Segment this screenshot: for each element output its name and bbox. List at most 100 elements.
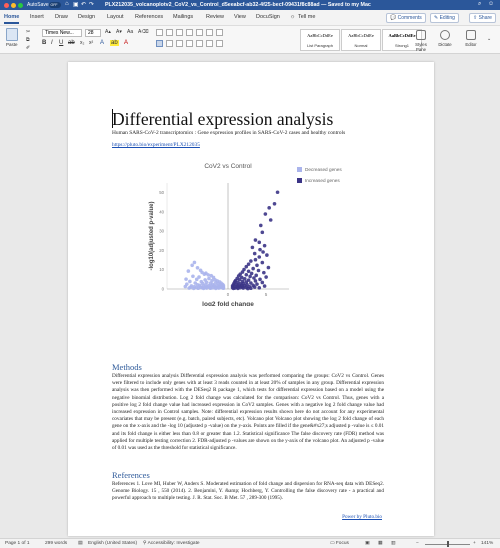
underline-icon[interactable]: U <box>59 40 64 46</box>
dictate-button[interactable]: Dictate <box>434 30 456 47</box>
show-formatting-icon[interactable] <box>216 29 223 36</box>
justify-icon[interactable] <box>186 40 193 47</box>
change-case-icon[interactable]: Aa <box>127 29 134 35</box>
increased-gene-point <box>260 230 265 235</box>
y-axis-label: -log10(adjusted p-value) <box>149 201 155 270</box>
redo-icon[interactable]: ↷ <box>89 2 95 8</box>
decreased-gene-point <box>191 286 196 291</box>
read-mode-icon[interactable]: ▣ <box>365 541 370 546</box>
clear-format-icon[interactable]: A⌫ <box>138 29 149 35</box>
accessibility-status[interactable]: ⚲ Accessibility: Investigate <box>143 541 200 546</box>
chevron-down-icon[interactable]: ⌄ <box>487 36 492 42</box>
zoom-window-button[interactable] <box>18 2 23 8</box>
focus-button[interactable]: ▭ Focus <box>330 541 349 546</box>
shading-icon[interactable] <box>206 40 213 47</box>
undo-icon[interactable]: ↶ <box>81 2 87 8</box>
increased-gene-point <box>262 284 267 288</box>
decreased-gene-point <box>188 279 192 284</box>
save-icon[interactable]: ▣ <box>73 2 79 8</box>
comments-button[interactable]: 💬 Comments <box>386 13 426 23</box>
style-strong1[interactable]: AaBbCcDdEe Strong1 <box>382 29 422 51</box>
word-count[interactable]: 299 words <box>45 541 68 546</box>
font-size-select[interactable]: 28 <box>85 29 101 37</box>
document-page[interactable]: Differential expression analysis Human S… <box>68 62 434 536</box>
text-effects-icon[interactable]: A <box>100 40 105 46</box>
subscript-icon[interactable]: x₂ <box>80 40 85 46</box>
zoom-in-icon[interactable]: + <box>473 541 476 546</box>
tab-draw[interactable]: Draw <box>55 14 68 20</box>
editing-button[interactable]: ✎ Editing <box>430 13 459 23</box>
zoom-slider-thumb[interactable] <box>447 541 449 547</box>
search-icon[interactable]: ⌕ <box>478 1 482 7</box>
grow-font-icon[interactable]: A▴ <box>105 29 111 35</box>
line-spacing-icon[interactable] <box>196 40 203 47</box>
zoom-level[interactable]: 141% <box>481 541 494 546</box>
style-normal[interactable]: AaBbCcDdEe Normal <box>341 29 381 51</box>
strikethrough-icon[interactable]: ab <box>68 40 75 46</box>
sort-icon[interactable] <box>206 29 213 36</box>
references-heading: References <box>112 470 150 480</box>
print-layout-icon[interactable]: ▦ <box>378 541 383 546</box>
decreased-gene-point <box>194 277 199 282</box>
tab-design[interactable]: Design <box>78 14 96 20</box>
bold-icon[interactable]: B <box>42 40 47 46</box>
increase-indent-icon[interactable] <box>196 29 203 36</box>
decreased-gene-point <box>207 276 211 281</box>
highlight-icon[interactable]: ab <box>110 40 119 46</box>
tab-mailings[interactable]: Mailings <box>173 14 194 20</box>
proofing-icon[interactable]: ▤ <box>78 541 83 546</box>
multilevel-list-icon[interactable] <box>176 29 183 36</box>
powered-by-link[interactable]: Power by Pluto.bio <box>342 514 382 520</box>
numbering-icon[interactable] <box>166 29 173 36</box>
decreased-gene-point <box>187 286 191 290</box>
tell-me-field[interactable]: Tell me <box>298 14 316 20</box>
style-list-paragraph[interactable]: AaBbCcDdEe List Paragraph <box>300 29 340 51</box>
align-left-icon[interactable] <box>156 40 163 47</box>
x-axis-label: log2 fold change <box>202 301 254 306</box>
shrink-font-icon[interactable]: A▾ <box>116 29 122 35</box>
language-indicator[interactable]: English (United States) <box>88 541 138 546</box>
editor-icon <box>466 30 476 40</box>
increased-gene-point <box>249 271 254 276</box>
font-color-icon[interactable]: A <box>124 40 129 46</box>
experiment-link[interactable]: https://pluto.bio/experiment/PLX212035 <box>112 142 200 148</box>
format-painter-icon[interactable]: ✐ <box>26 45 31 51</box>
paste-icon[interactable] <box>6 28 18 41</box>
font-name-select[interactable]: Times New... <box>42 29 82 37</box>
increased-gene-point <box>253 238 258 242</box>
styles-pane-icon <box>416 30 426 40</box>
tab-references[interactable]: References <box>135 14 164 20</box>
tab-home[interactable]: Home <box>4 14 20 24</box>
minimize-window-button[interactable] <box>11 2 16 8</box>
styles-pane-button[interactable]: Styles Pane <box>410 30 432 52</box>
tab-view[interactable]: View <box>234 14 246 20</box>
cut-icon[interactable]: ✂ <box>26 29 31 35</box>
page-count[interactable]: Page 1 of 1 <box>5 541 30 546</box>
share-button[interactable]: ⇪ Share <box>469 13 496 23</box>
align-center-icon[interactable] <box>166 40 173 47</box>
tab-layout[interactable]: Layout <box>107 14 124 20</box>
borders-icon[interactable] <box>216 40 223 47</box>
increased-gene-point <box>253 279 258 283</box>
home-icon[interactable]: ⌂ <box>65 1 69 7</box>
autosave-toggle[interactable]: OFF <box>49 2 61 8</box>
decrease-indent-icon[interactable] <box>186 29 193 36</box>
close-window-button[interactable] <box>4 2 9 8</box>
increased-gene-point <box>257 255 262 259</box>
editor-button[interactable]: Editor <box>460 30 482 47</box>
editor-label: Editor <box>465 42 477 47</box>
align-right-icon[interactable] <box>176 40 183 47</box>
style-name: Strong1 <box>394 43 409 48</box>
italic-icon[interactable]: I <box>51 40 53 46</box>
copy-icon[interactable]: ⧉ <box>26 37 30 43</box>
tab-docusign[interactable]: DocuSign <box>256 14 280 20</box>
account-icon[interactable]: ☺ <box>488 1 495 7</box>
tab-insert[interactable]: Insert <box>30 14 44 20</box>
legend-label: Increased genes <box>305 178 340 183</box>
status-bar: Page 1 of 1 299 words ▤ English (United … <box>0 538 500 548</box>
zoom-out-icon[interactable]: − <box>416 541 419 546</box>
tab-review[interactable]: Review <box>206 14 225 20</box>
bullets-icon[interactable] <box>156 29 163 36</box>
web-layout-icon[interactable]: ▥ <box>391 541 396 546</box>
superscript-icon[interactable]: x² <box>89 40 94 46</box>
